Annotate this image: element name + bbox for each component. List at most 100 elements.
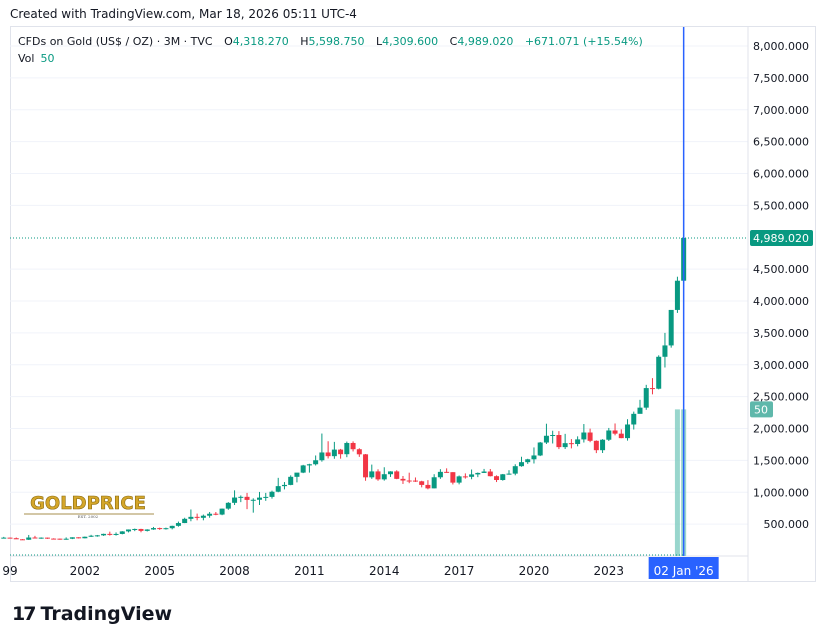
candle-body bbox=[581, 432, 587, 440]
volume-tag-text: 50 bbox=[754, 403, 768, 416]
volume-bar bbox=[674, 409, 680, 556]
candle-body bbox=[219, 508, 225, 515]
candle-body bbox=[625, 424, 631, 439]
candle-body bbox=[44, 537, 50, 539]
candle-body bbox=[38, 537, 44, 539]
goldprice-logo-icon: GOLDPRICE bbox=[30, 493, 146, 514]
volume-label: Vol bbox=[18, 52, 35, 65]
candle-body bbox=[531, 455, 537, 460]
candle-body bbox=[132, 528, 138, 530]
time-tick-label: 2011 bbox=[294, 564, 325, 578]
price-tick-label: 3,000.000 bbox=[753, 359, 809, 372]
candle-body bbox=[232, 497, 238, 503]
candle-body bbox=[169, 525, 175, 529]
price-axis: 8,000.000 7,500.000 7,000.000 6,500.000 6,00… bbox=[750, 40, 813, 531]
candle-body bbox=[506, 473, 512, 475]
candle-body bbox=[1, 537, 7, 539]
tradingview-logo-icon: 17 bbox=[12, 603, 36, 625]
candle-body bbox=[238, 496, 244, 498]
grid-lines bbox=[10, 27, 749, 582]
price-tick-label: 500.000 bbox=[764, 518, 810, 531]
candle-body bbox=[32, 537, 38, 539]
candle-body bbox=[568, 443, 574, 445]
candle-body bbox=[313, 460, 319, 465]
high-label: H bbox=[300, 35, 309, 48]
candle-body bbox=[450, 472, 456, 483]
candle-body bbox=[344, 442, 350, 455]
candle-body bbox=[144, 529, 150, 531]
price-tick-label: 2,500.000 bbox=[753, 391, 809, 404]
candle-body bbox=[94, 535, 100, 537]
candle-body bbox=[325, 452, 331, 457]
candle-body bbox=[306, 464, 312, 466]
price-tick-label: 1,000.000 bbox=[753, 486, 809, 499]
candle-body bbox=[587, 432, 593, 441]
candle-body bbox=[300, 465, 306, 473]
candle-body bbox=[150, 528, 156, 530]
candle-body bbox=[69, 537, 75, 539]
candle-body bbox=[113, 533, 119, 535]
open-value: 4,318.270 bbox=[232, 35, 289, 48]
open-label: O bbox=[224, 35, 233, 48]
candle-body bbox=[101, 533, 107, 536]
candle-body bbox=[294, 472, 300, 477]
candle-body bbox=[250, 499, 256, 501]
tradingview-brand[interactable]: 17 TradingView bbox=[12, 603, 172, 625]
time-tick-label: 2017 bbox=[444, 564, 475, 578]
time-tick-label: 2005 bbox=[144, 564, 175, 578]
candle-body bbox=[107, 533, 113, 535]
close-label: C bbox=[449, 35, 458, 48]
candle-body bbox=[500, 474, 506, 481]
time-tick-label: 2020 bbox=[519, 564, 550, 578]
candle-body bbox=[207, 513, 213, 516]
overlay-layer bbox=[10, 27, 748, 556]
low-value: 4,309.600 bbox=[382, 35, 439, 48]
candle-body bbox=[26, 537, 32, 540]
candle-body bbox=[400, 478, 406, 481]
candle-body bbox=[275, 486, 281, 492]
last-price-tag-text: 4,989.020 bbox=[753, 232, 809, 245]
candle-body bbox=[462, 476, 468, 478]
time-tick-label: 99 bbox=[2, 564, 17, 578]
candle-body bbox=[225, 502, 231, 509]
candle-body bbox=[487, 471, 493, 477]
candle-body bbox=[637, 407, 643, 414]
chart-frame[interactable] bbox=[10, 26, 816, 582]
candle-body bbox=[63, 538, 69, 540]
candle-body bbox=[412, 480, 418, 482]
candle-body bbox=[612, 430, 618, 434]
price-tick-label: 8,000.000 bbox=[753, 40, 809, 53]
candle-body bbox=[244, 496, 250, 500]
volume-tag bbox=[750, 401, 773, 418]
candle-body bbox=[606, 430, 612, 440]
candle-body bbox=[575, 439, 581, 444]
candle-body bbox=[593, 440, 599, 451]
candle-body bbox=[518, 462, 524, 467]
candle-body bbox=[419, 481, 425, 485]
high-value: 5,598.750 bbox=[308, 35, 365, 48]
candle-body bbox=[656, 356, 662, 389]
price-tick-label: 2,000.000 bbox=[753, 423, 809, 436]
candle-body bbox=[469, 474, 475, 477]
time-tick-label: 2014 bbox=[369, 564, 400, 578]
candle-body bbox=[175, 523, 181, 526]
candle-body bbox=[631, 413, 637, 425]
candle-body bbox=[475, 472, 481, 475]
price-tick-label: 5,500.000 bbox=[753, 199, 809, 212]
tradingview-name: TradingView bbox=[40, 603, 173, 625]
price-tick-label: 6,500.000 bbox=[753, 136, 809, 149]
price-tick-label: 6,000.000 bbox=[753, 168, 809, 181]
candle-body bbox=[363, 454, 369, 478]
candle-body bbox=[213, 513, 219, 515]
candle-body bbox=[600, 439, 606, 451]
time-tick-label: 2002 bbox=[70, 564, 101, 578]
symbol-label: CFDs on Gold (US$ / OZ) · 3M · TVC bbox=[18, 35, 213, 48]
price-tick-label: 1,500.000 bbox=[753, 454, 809, 467]
close-value: 4,989.020 bbox=[457, 35, 514, 48]
candle-body bbox=[381, 474, 387, 480]
candle-body bbox=[668, 309, 674, 346]
candle-body bbox=[257, 497, 263, 500]
price-tick-label: 3,500.000 bbox=[753, 327, 809, 340]
